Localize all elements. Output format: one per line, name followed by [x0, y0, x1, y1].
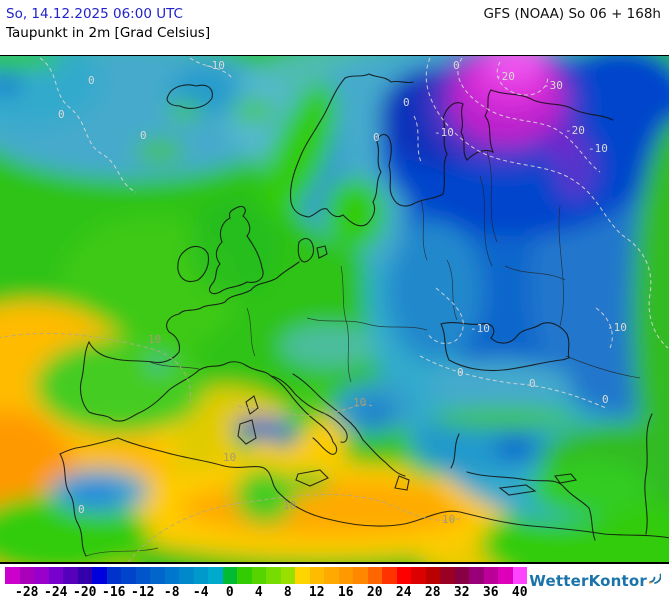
legend-color-block [48, 567, 63, 584]
map-title: Taupunkt in 2m [Grad Celsius] [6, 25, 211, 41]
wetterkontor-logo-icon [648, 569, 662, 588]
legend-tick-labels: -28 -24 -20 -16 -12 -8 -4 0 4 8 12 16 20 24 28 32 36 40 [0, 585, 669, 600]
contour-label: 0 [78, 503, 85, 516]
legend-color-block [92, 567, 107, 584]
contour-label: -20 [565, 124, 585, 137]
legend-color-block [77, 567, 92, 584]
legend-color-block [5, 567, 20, 584]
contour-label: 0 [88, 74, 95, 87]
legend-color-block [512, 567, 527, 584]
contour-label: 10 [442, 513, 455, 526]
contour-lines-cold [39, 57, 669, 409]
contour-label: -10 [607, 321, 627, 334]
contour-label: 0 [403, 96, 410, 109]
legend-color-block [150, 567, 165, 584]
legend-color-block [440, 567, 455, 584]
legend-tick: -16 [102, 585, 126, 600]
contour-label: 0 [457, 366, 464, 379]
legend-color-block [164, 567, 179, 584]
contour-label: -10 [588, 142, 608, 155]
legend-color-block [193, 567, 208, 584]
legend-tick: 16 [337, 585, 354, 600]
model-run-label: GFS (NOAA) So 06 + 168h [483, 6, 661, 22]
legend-color-block [34, 567, 49, 584]
legend-color-block [324, 567, 339, 584]
contour-label: 10 [223, 451, 236, 464]
contour-lines-warm [0, 332, 463, 562]
legend-color-block [135, 567, 150, 584]
legend-color-block [498, 567, 513, 584]
contour-label: 0 [529, 377, 536, 390]
contour-label: -20 [495, 70, 515, 83]
legend-tick: 20 [366, 585, 383, 600]
legend-tick: 12 [308, 585, 325, 600]
legend-color-block [425, 567, 440, 584]
legend-color-block [483, 567, 498, 584]
legend-color-block [367, 567, 382, 584]
contour-label: -10 [205, 59, 225, 72]
country-borders [85, 151, 641, 557]
legend-color-block [309, 567, 324, 584]
contour-label: 0 [453, 59, 460, 72]
legend-color-block [208, 567, 223, 584]
coastlines [59, 73, 669, 557]
legend-color-block [295, 567, 310, 584]
legend-tick: 0 [225, 585, 234, 600]
legend-color-block [396, 567, 411, 584]
legend-color-block [179, 567, 194, 584]
legend-tick: -20 [73, 585, 97, 600]
legend-color-block [237, 567, 252, 584]
legend-tick: -8 [163, 585, 180, 600]
contour-label: 0 [140, 129, 147, 142]
legend-tick: -4 [192, 585, 209, 600]
legend-color-block [338, 567, 353, 584]
legend-color-block [382, 567, 397, 584]
legend-tick: 4 [254, 585, 263, 600]
legend-tick: 36 [482, 585, 499, 600]
contour-label: -10 [434, 126, 454, 139]
legend-color-block [106, 567, 121, 584]
temperature-field-blobs [0, 56, 669, 562]
contour-label: 0 [58, 108, 65, 121]
contour-label: 10 [283, 499, 296, 512]
legend-color-block [63, 567, 78, 584]
weather-map: -10 0 0 0 0 0 0 -20 -30 -10 -20 -10 -10 -10 0 0 0 0 10 10 10… [0, 55, 669, 564]
legend-color-block [280, 567, 295, 584]
legend-tick: 40 [511, 585, 528, 600]
legend-color-bar [5, 567, 527, 584]
legend-tick: 32 [453, 585, 470, 600]
legend-tick: -12 [131, 585, 155, 600]
legend-tick: 8 [283, 585, 292, 600]
legend-color-block [454, 567, 469, 584]
legend-color-block [222, 567, 237, 584]
wetterkontor-logo-text: WetterKontor [529, 572, 647, 590]
legend-color-block [469, 567, 484, 584]
legend-color-block [121, 567, 136, 584]
wetterkontor-logo: WetterKontor [529, 569, 662, 590]
legend-color-block [353, 567, 368, 584]
map-datetime: So, 14.12.2025 06:00 UTC [6, 6, 183, 22]
legend-tick: -28 [15, 585, 39, 600]
legend-color-block [19, 567, 34, 584]
contour-label: -10 [470, 322, 490, 335]
legend-tick: 28 [424, 585, 441, 600]
contour-label: 0 [602, 393, 609, 406]
contour-label: -30 [543, 79, 563, 92]
contour-label: 10 [353, 396, 366, 409]
legend-color-block [266, 567, 281, 584]
legend-tick: -24 [44, 585, 68, 600]
contour-label: 0 [373, 131, 380, 144]
contour-label: 10 [148, 333, 161, 346]
legend-color-block [411, 567, 426, 584]
legend-color-block [251, 567, 266, 584]
legend-tick: 24 [395, 585, 412, 600]
